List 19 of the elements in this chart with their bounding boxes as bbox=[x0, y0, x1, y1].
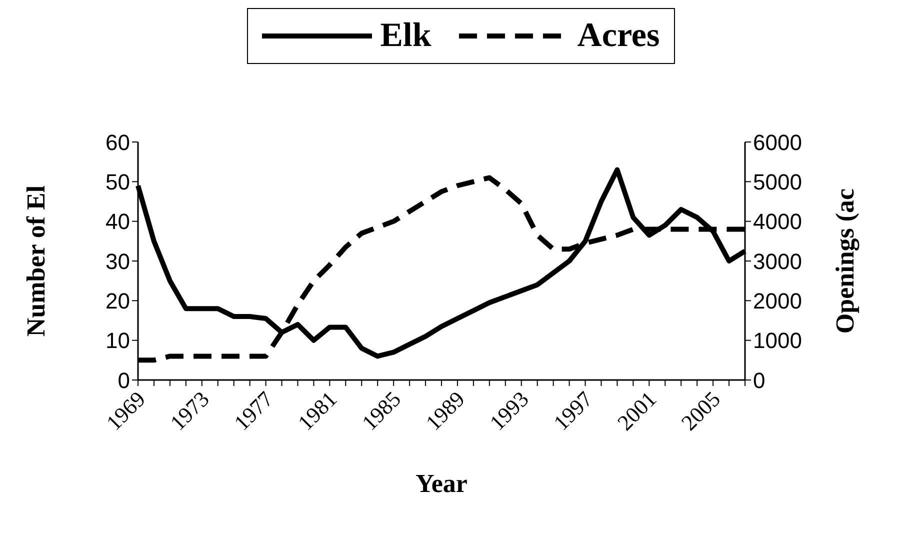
y-tick-label: 20 bbox=[106, 288, 130, 314]
y-tick-label: 30 bbox=[106, 248, 130, 274]
y2-tick-label: 0 bbox=[753, 368, 766, 393]
y2-tick-label: 6000 bbox=[753, 130, 802, 155]
y2-tick-label: 2000 bbox=[753, 288, 802, 314]
y2-tick-label: 5000 bbox=[753, 169, 802, 194]
legend-label: Elk bbox=[380, 17, 432, 55]
y-axis-title: Number of El bbox=[22, 185, 50, 337]
legend-label: Acres bbox=[577, 17, 660, 55]
y-tick-label: 40 bbox=[106, 209, 130, 234]
y-tick-label: 10 bbox=[106, 328, 130, 354]
x-axis-title: Year bbox=[416, 469, 468, 498]
y-tick-label: 60 bbox=[106, 130, 130, 155]
y2-tick-label: 4000 bbox=[753, 209, 802, 234]
y2-tick-label: 3000 bbox=[753, 248, 802, 274]
y2-axis-title: Openings (ac bbox=[830, 188, 860, 334]
y-tick-label: 0 bbox=[118, 368, 130, 393]
y2-tick-label: 1000 bbox=[753, 328, 802, 354]
y-tick-label: 50 bbox=[106, 169, 130, 194]
